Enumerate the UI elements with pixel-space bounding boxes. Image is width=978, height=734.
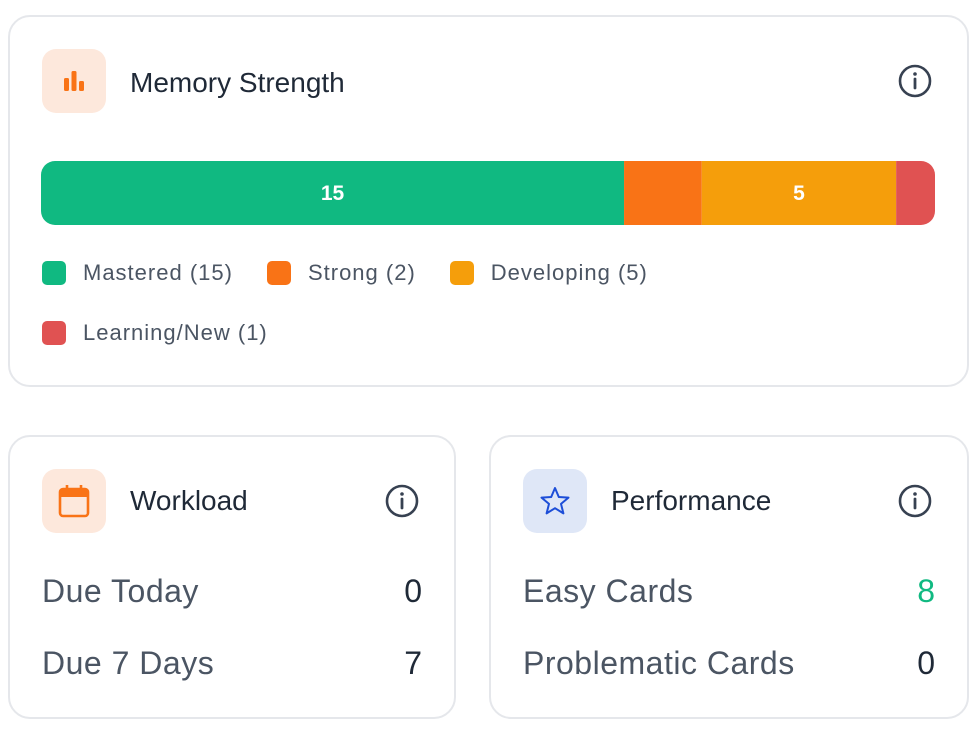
legend-label: Developing (5) bbox=[490, 260, 648, 285]
legend-item: Developing (5) bbox=[449, 260, 648, 285]
stat-value: 0 bbox=[404, 573, 422, 609]
legend-swatch bbox=[449, 261, 474, 285]
legend-label: Strong (2) bbox=[307, 260, 416, 285]
segment-label: 15 bbox=[321, 182, 345, 205]
info-button[interactable] bbox=[898, 64, 932, 98]
legend-swatch bbox=[42, 261, 66, 285]
legend-label: Learning/New (1) bbox=[83, 320, 268, 345]
stat-row: Easy Cards 8 bbox=[523, 571, 935, 611]
memory-card: Memory Strength 15 5 Mastered (15) Strong … bbox=[8, 15, 969, 387]
card-title: Workload bbox=[130, 485, 248, 516]
legend-item: Mastered (15) bbox=[42, 260, 233, 285]
stat-row: Problematic Cards 0 bbox=[523, 643, 935, 683]
legend-swatch bbox=[266, 261, 291, 285]
stat-label: Due 7 Days bbox=[42, 645, 215, 681]
stat-label: Easy Cards bbox=[523, 573, 694, 609]
strength-bar: 15 5 bbox=[41, 161, 935, 225]
chart-icon bbox=[42, 49, 106, 113]
legend-label: Mastered (15) bbox=[83, 260, 233, 285]
legend-swatch bbox=[42, 321, 66, 345]
bar-segment bbox=[896, 161, 935, 225]
stat-value: 8 bbox=[917, 573, 935, 609]
bar-segment bbox=[624, 161, 702, 225]
star-icon bbox=[523, 469, 587, 533]
stat-row: Due Today 0 bbox=[42, 571, 422, 611]
performance-card: Performance Easy Cards 8 Problematic Cards… bbox=[489, 435, 969, 719]
info-button[interactable] bbox=[385, 484, 419, 518]
legend: Mastered (15) Strong (2) Developing (5) Lea… bbox=[42, 260, 742, 345]
stat-value: 7 bbox=[404, 645, 422, 681]
legend-item: Learning/New (1) bbox=[42, 320, 268, 345]
workload-card: Workload Due Today 0 Due 7 Days 7 bbox=[8, 435, 456, 719]
stat-value: 0 bbox=[917, 645, 935, 681]
card-title: Performance bbox=[611, 485, 772, 516]
segment-label: 5 bbox=[793, 182, 805, 205]
stat-label: Problematic Cards bbox=[523, 645, 795, 681]
card-title: Memory Strength bbox=[130, 67, 345, 98]
bar-segment bbox=[701, 161, 897, 225]
stat-label: Due Today bbox=[42, 573, 199, 609]
stat-row: Due 7 Days 7 bbox=[42, 643, 422, 683]
bar-segment bbox=[41, 161, 625, 225]
legend-item: Strong (2) bbox=[266, 260, 416, 285]
calendar-icon bbox=[42, 469, 106, 533]
info-button[interactable] bbox=[898, 484, 932, 518]
